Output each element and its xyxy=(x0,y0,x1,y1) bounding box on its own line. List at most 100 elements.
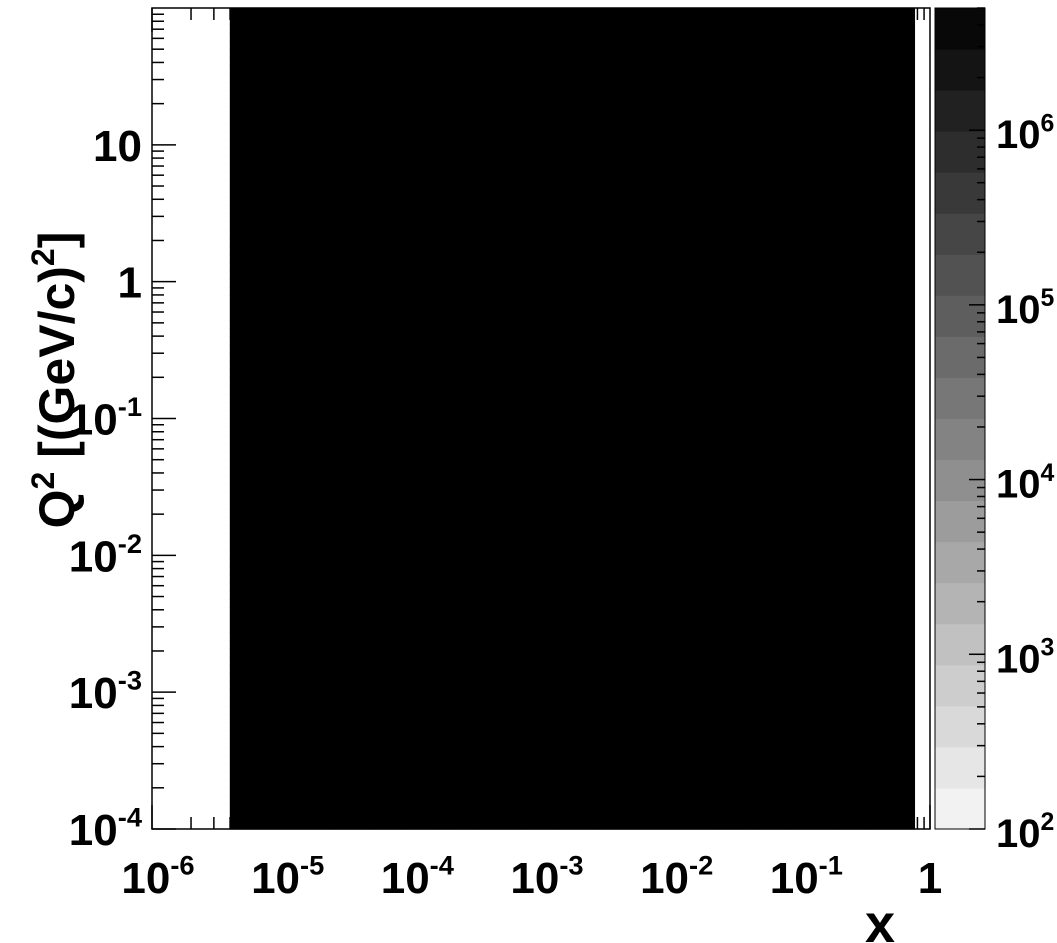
heatmap-cell-3305 xyxy=(486,779,495,789)
heatmap-cell-3809 xyxy=(525,746,534,756)
heatmap-cell-3604 xyxy=(509,787,519,797)
heatmap-cell-242 xyxy=(245,475,254,485)
heatmap-cell-4377 xyxy=(564,188,573,198)
heatmap-cell-4373 xyxy=(564,221,573,231)
heatmap-cell-1801 xyxy=(369,812,379,822)
heatmap-cell-2991 xyxy=(455,73,464,83)
heatmap-cell-2609 xyxy=(432,746,441,756)
heatmap-cell-342 xyxy=(253,475,262,485)
heatmap-cell-3620 xyxy=(509,656,519,666)
heatmap-cell-1663 xyxy=(354,303,363,313)
heatmap-cell-2988 xyxy=(455,98,464,108)
heatmap-cell-2456 xyxy=(416,361,425,370)
heatmap-cell-2458 xyxy=(416,344,425,354)
heatmap-cell-4673 xyxy=(587,221,597,231)
heatmap-cell-4506 xyxy=(579,771,589,781)
heatmap-cell-4909 xyxy=(611,746,620,756)
heatmap-cell-4639 xyxy=(587,500,597,510)
heatmap-cell-1138 xyxy=(315,508,324,518)
heatmap-cell-2027 xyxy=(385,599,394,608)
heatmap-cell-2958 xyxy=(455,344,464,354)
heatmap-cell-252 xyxy=(245,393,254,403)
heatmap-cell-0 xyxy=(229,820,239,830)
heatmap-cell-2103 xyxy=(393,796,402,805)
heatmap-cell-1110 xyxy=(315,738,324,748)
heatmap-cell-2194 xyxy=(393,49,402,58)
heatmap-cell-3134 xyxy=(470,541,480,551)
heatmap-cell-1948 xyxy=(377,426,386,436)
heatmap-cell-2222 xyxy=(400,640,410,649)
heatmap-cell-4390 xyxy=(564,81,573,91)
heatmap-cell-531 xyxy=(268,566,278,576)
heatmap-cell-469 xyxy=(260,254,270,264)
heatmap-cell-4760 xyxy=(595,328,604,337)
heatmap-cell-977 xyxy=(299,188,309,198)
heatmap-cell-80 xyxy=(229,163,239,173)
heatmap-cell-2879 xyxy=(447,172,457,182)
heatmap-cell-3873 xyxy=(525,221,534,231)
heatmap-cell-3800 xyxy=(525,820,534,830)
heatmap-cell-3083 xyxy=(463,139,472,149)
heatmap-cell-4290 xyxy=(556,81,565,91)
heatmap-cell-2119 xyxy=(393,664,402,674)
heatmap-cell-1556 xyxy=(346,361,355,370)
heatmap-cell-2941 xyxy=(455,484,464,493)
heatmap-cell-2236 xyxy=(400,525,410,535)
heatmap-cell-991 xyxy=(299,73,309,83)
heatmap-cell-4338 xyxy=(564,508,573,518)
heatmap-cell-3170 xyxy=(470,246,480,255)
heatmap-cell-568 xyxy=(268,262,278,272)
heatmap-cell-3909 xyxy=(533,746,542,756)
heatmap-cell-1827 xyxy=(369,599,379,608)
heatmap-cell-4959 xyxy=(611,336,620,346)
heatmap-cell-4001 xyxy=(541,812,550,822)
heatmap-cell-4159 xyxy=(548,336,558,346)
heatmap-cell-2041 xyxy=(385,484,394,493)
heatmap-cell-1951 xyxy=(377,402,386,411)
heatmap-cell-451 xyxy=(260,402,270,411)
heatmap-cell-710 xyxy=(284,738,293,748)
heatmap-cell-4508 xyxy=(579,755,589,764)
heatmap-cell-1460 xyxy=(338,328,348,337)
heatmap-cell-1911 xyxy=(377,730,386,740)
heatmap-cell-4493 xyxy=(572,57,581,67)
heatmap-cell-4802 xyxy=(603,804,612,814)
heatmap-cell-2820 xyxy=(447,656,457,666)
heatmap-cell-1486 xyxy=(338,114,348,124)
heatmap-cell-4257 xyxy=(556,352,565,362)
heatmap-cell-4231 xyxy=(556,566,565,576)
heatmap-cell-277 xyxy=(245,188,254,198)
heatmap-cell-480 xyxy=(260,163,270,173)
heatmap-cell-3596 xyxy=(502,32,511,42)
heatmap-cell-3377 xyxy=(486,188,495,198)
heatmap-cell-229 xyxy=(245,582,254,592)
heatmap-cell-4756 xyxy=(595,361,604,370)
heatmap-cell-4765 xyxy=(595,287,604,296)
heatmap-cell-340 xyxy=(253,492,262,502)
heatmap-cell-746 xyxy=(284,443,293,452)
heatmap-cell-4048 xyxy=(541,426,550,436)
heatmap-cell-2483 xyxy=(416,139,425,149)
heatmap-cell-159 xyxy=(237,336,246,346)
heatmap-cell-2874 xyxy=(447,213,457,223)
heatmap-cell-4315 xyxy=(564,697,573,707)
heatmap-cell-2727 xyxy=(439,599,449,608)
heatmap-cell-761 xyxy=(284,319,293,329)
heatmap-cell-324 xyxy=(253,623,262,633)
heatmap-cell-1554 xyxy=(346,377,355,387)
heatmap-cell-1745 xyxy=(362,451,371,461)
heatmap-cell-4834 xyxy=(603,541,612,551)
heatmap-cell-2954 xyxy=(455,377,464,387)
heatmap-cell-3324 xyxy=(486,623,495,633)
heatmap-cell-1784 xyxy=(362,131,371,140)
heatmap-cell-4571 xyxy=(579,237,589,247)
heatmap-cell-1387 xyxy=(330,106,340,116)
heatmap-cell-4940 xyxy=(611,492,620,502)
heatmap-cell-3812 xyxy=(525,722,534,732)
heatmap-cell-3299 xyxy=(478,8,488,17)
heatmap-cell-911 xyxy=(299,730,309,740)
heatmap-cell-777 xyxy=(284,188,293,198)
heatmap-cell-3307 xyxy=(486,763,495,773)
heatmap-cell-4032 xyxy=(541,558,550,567)
heatmap-cell-3052 xyxy=(463,393,472,403)
